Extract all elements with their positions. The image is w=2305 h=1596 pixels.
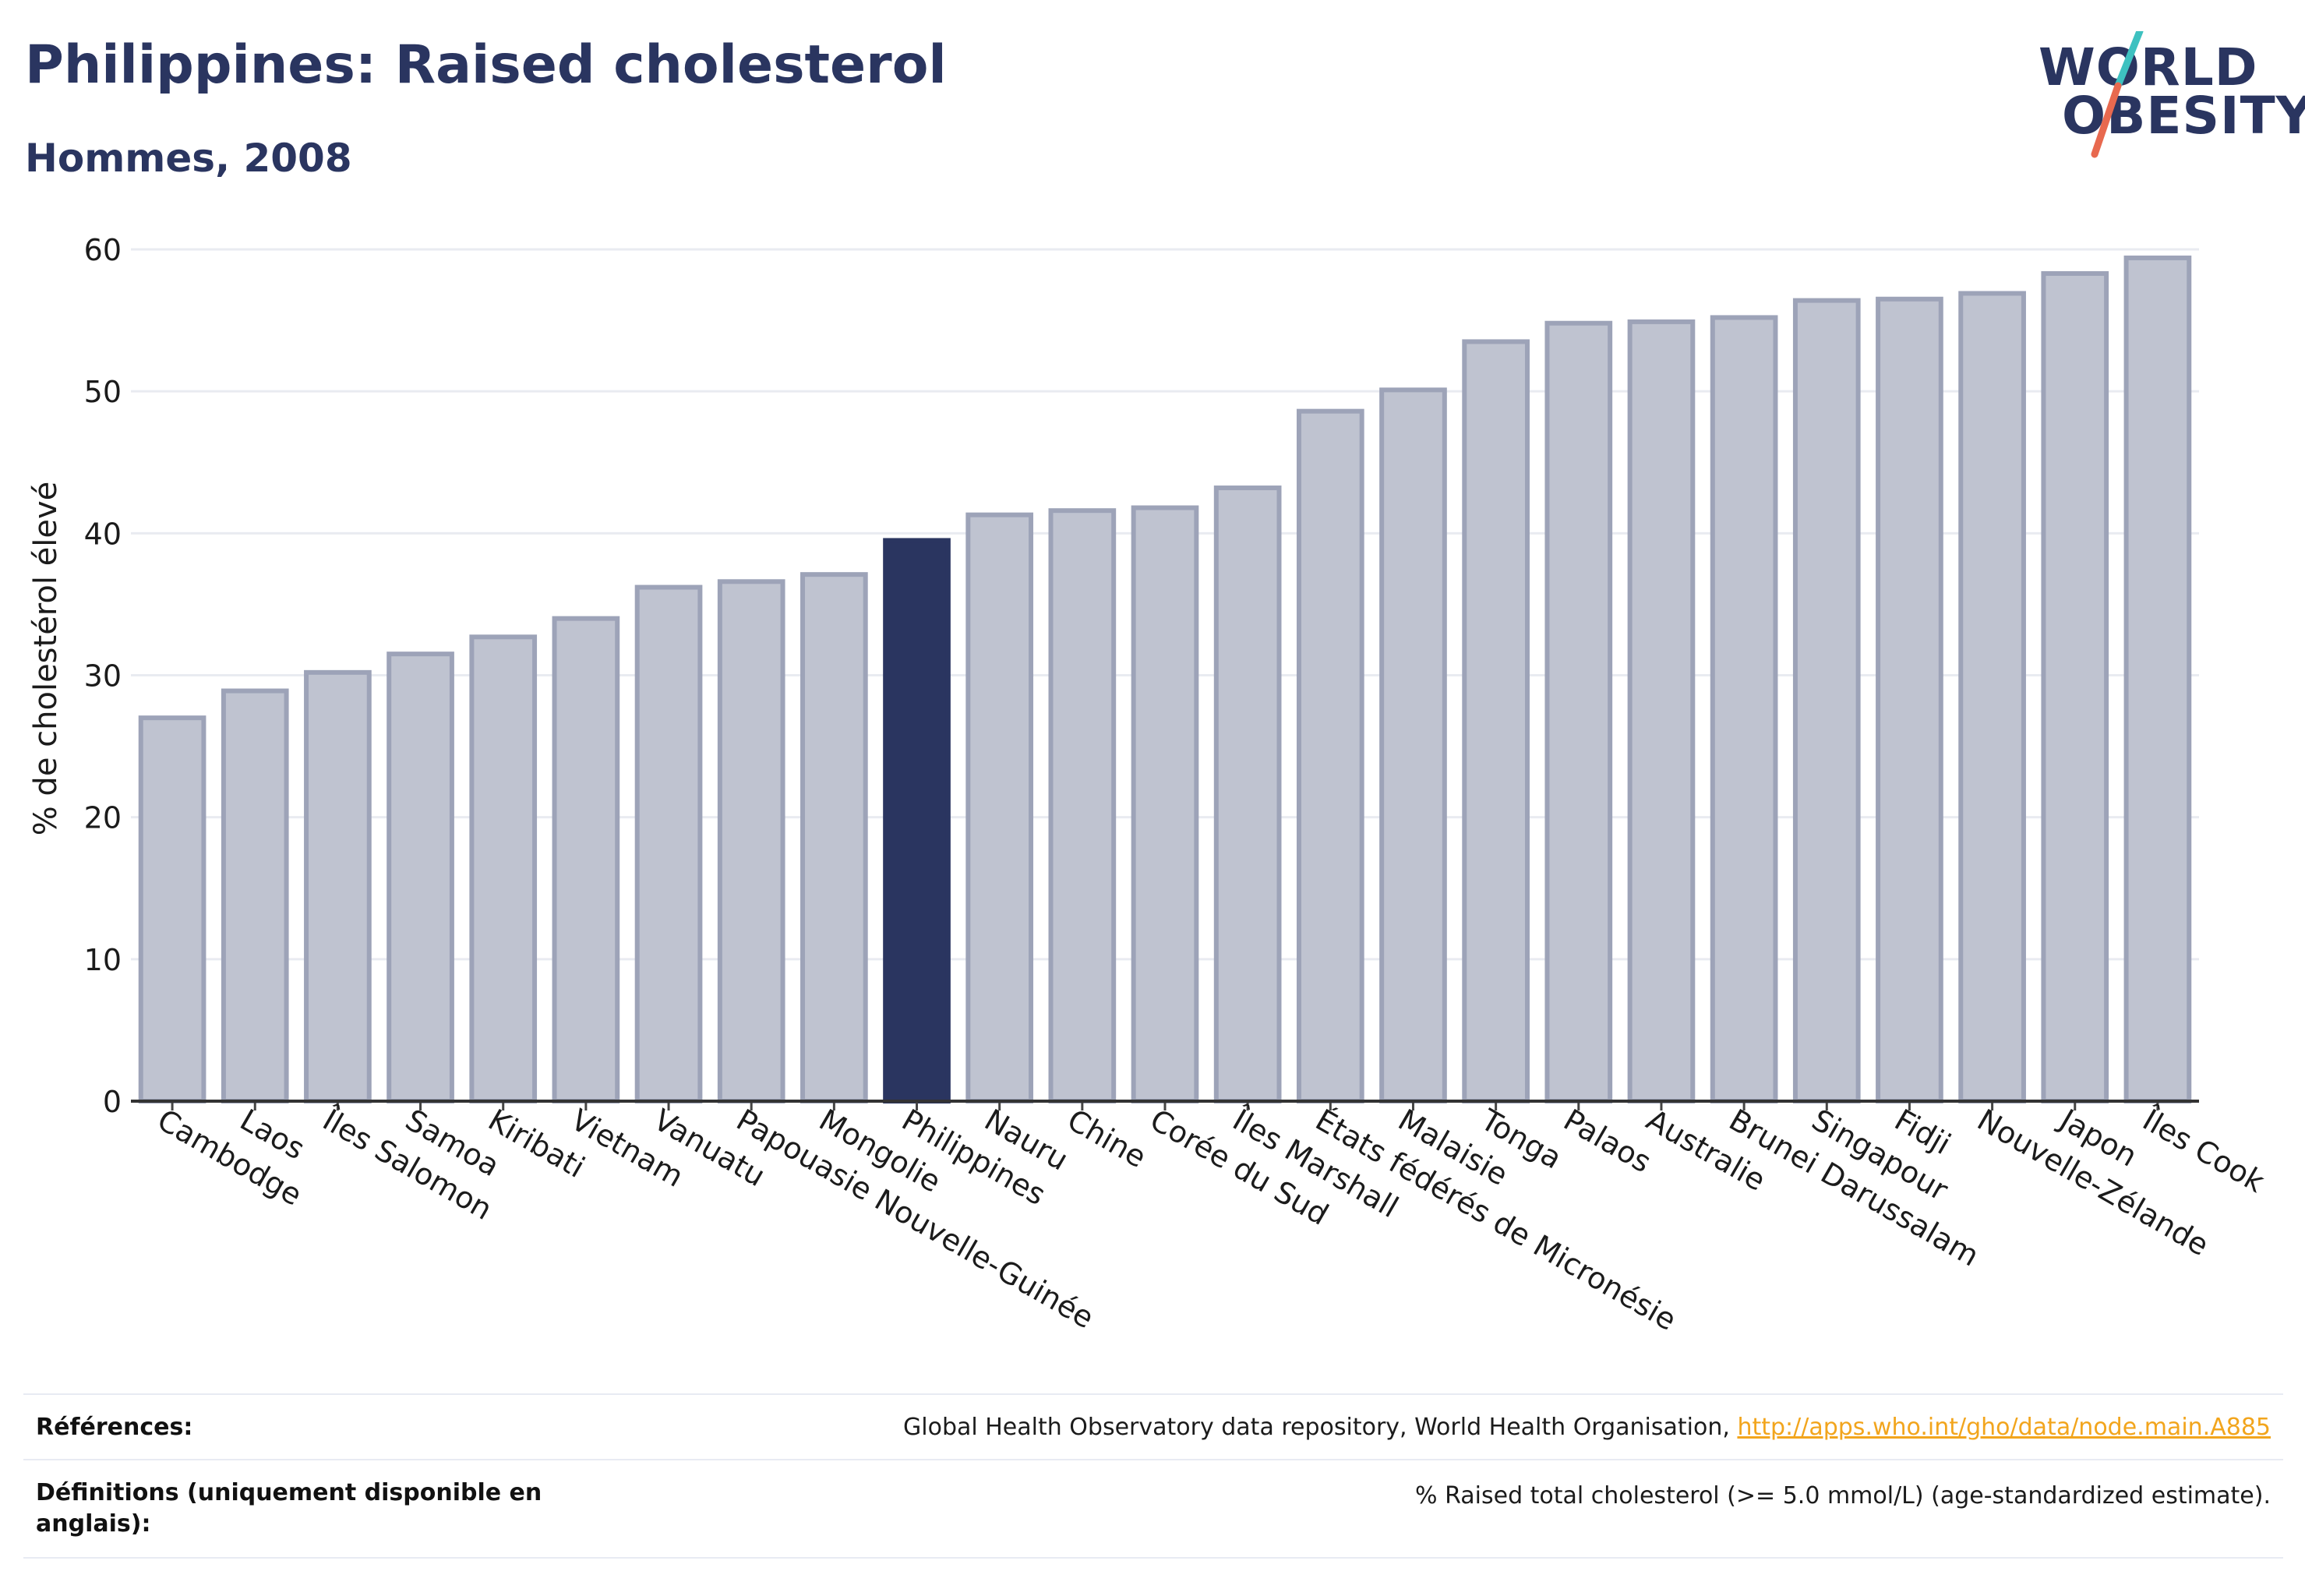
y-tick-label: 50 — [84, 375, 122, 409]
definitions-label: Définitions (uniquement disponible en an… — [36, 1478, 542, 1540]
bar — [138, 715, 206, 1104]
y-tick-label: 30 — [84, 659, 122, 694]
x-tick-label: Îles Cook — [2137, 1102, 2271, 1199]
bar — [552, 616, 620, 1103]
y-axis-label: % de cholestérol élevé — [28, 482, 64, 836]
bar — [1544, 320, 1613, 1103]
bar — [304, 669, 372, 1103]
y-tick-label: 10 — [84, 943, 122, 977]
bar-highlighted — [883, 538, 951, 1103]
bar — [2123, 255, 2192, 1103]
bar — [387, 651, 454, 1103]
world-obesity-logo: WORLD OBESITY — [2026, 31, 2305, 171]
bar — [1792, 298, 1861, 1104]
definitions-value: % Raised total cholesterol (>= 5.0 mmol/… — [1415, 1482, 2271, 1509]
bar — [1710, 315, 1778, 1103]
chart-subtitle: Hommes, 2008 — [25, 136, 352, 181]
logo-line-1: WORLD — [2038, 37, 2258, 97]
bar — [1462, 339, 1530, 1103]
bar — [1627, 319, 1696, 1103]
bar — [800, 572, 868, 1103]
bar — [1958, 291, 2026, 1103]
bar — [469, 634, 538, 1103]
bar — [1131, 505, 1199, 1103]
chart-title: Philippines: Raised cholesterol — [25, 34, 947, 96]
bar — [1048, 508, 1117, 1103]
bar — [1876, 296, 1943, 1104]
footer-table: Références: Global Health Observatory da… — [23, 1393, 2283, 1559]
definitions-label-line-1: Définitions (uniquement disponible en — [36, 1479, 542, 1506]
bar — [1296, 408, 1364, 1103]
bar — [717, 579, 785, 1103]
x-tick-label: Kiribati — [482, 1103, 591, 1185]
bar — [634, 584, 703, 1103]
bar — [965, 512, 1034, 1103]
bar — [221, 688, 289, 1103]
references-value: Global Health Observatory data repositor… — [903, 1414, 2271, 1441]
references-label: Références: — [36, 1414, 193, 1441]
y-tick-label: 0 — [103, 1085, 122, 1119]
y-tick-label: 20 — [84, 801, 122, 835]
x-tick-label: Chine — [1061, 1103, 1152, 1174]
definitions-label-line-2: anglais): — [36, 1510, 151, 1538]
references-text: Global Health Observatory data repositor… — [903, 1414, 1738, 1441]
bars — [138, 255, 2192, 1104]
x-tick-label: Palaos — [1558, 1103, 1657, 1180]
y-tick-label: 60 — [84, 233, 122, 267]
references-link[interactable]: http://apps.who.int/gho/data/node.main.A… — [1737, 1414, 2271, 1441]
bar — [1213, 486, 1282, 1103]
logo-slash-icon — [2091, 31, 2144, 158]
bar — [1379, 387, 1447, 1104]
y-tick-label: 40 — [84, 517, 122, 551]
references-row: Références: Global Health Observatory da… — [23, 1393, 2283, 1459]
bar — [2041, 270, 2109, 1103]
definitions-row: Définitions (uniquement disponible en an… — [23, 1459, 2283, 1559]
